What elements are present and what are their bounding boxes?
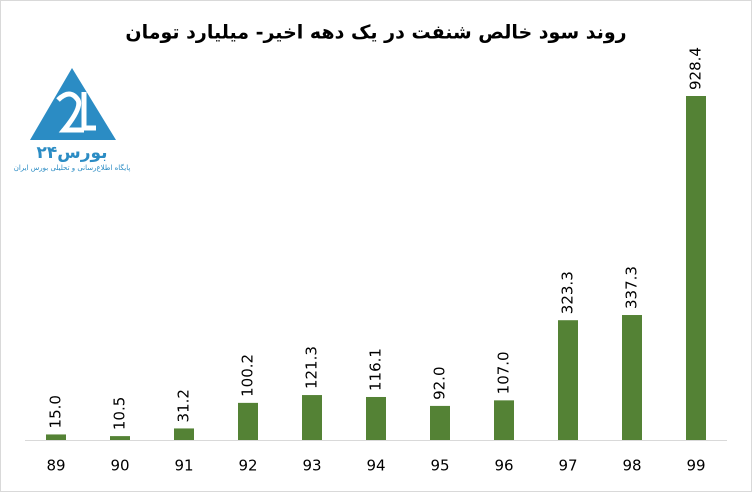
bar xyxy=(238,402,258,440)
logo-mark xyxy=(56,91,96,133)
x-tick-label: 91 xyxy=(174,457,193,475)
logo: بورس۲۴ پایگاه اطلاع‌رسانی و تحلیلی بورس … xyxy=(14,68,131,172)
logo-name: بورس۲۴ xyxy=(36,143,107,163)
chart-title: روند سود خالص شنفت در یک دهه اخیر- میلیا… xyxy=(125,22,626,44)
bar xyxy=(46,434,66,440)
x-tick-label: 94 xyxy=(366,457,385,475)
value-label: 92.0 xyxy=(431,367,449,400)
value-label: 100.2 xyxy=(239,354,257,397)
x-tick-label: 90 xyxy=(110,457,129,475)
logo-tagline: پایگاه اطلاع‌رسانی و تحلیلی بورس ایران xyxy=(14,163,131,172)
bar xyxy=(558,320,578,440)
x-tick-label: 93 xyxy=(302,457,321,475)
bar xyxy=(110,436,130,440)
x-tick-label: 96 xyxy=(494,457,513,475)
bar xyxy=(430,405,450,440)
x-tick-label: 89 xyxy=(46,457,65,475)
value-label: 121.3 xyxy=(303,346,321,389)
bar xyxy=(622,315,642,440)
value-label: 337.3 xyxy=(623,266,641,309)
bar xyxy=(302,395,322,440)
x-tick-label: 95 xyxy=(430,457,449,475)
bar xyxy=(174,428,194,440)
x-tick-label: 97 xyxy=(558,457,577,475)
value-label: 323.3 xyxy=(559,271,577,314)
value-label: 116.1 xyxy=(367,348,385,391)
x-tick-label: 99 xyxy=(686,457,705,475)
bar xyxy=(494,400,514,440)
value-label: 107.0 xyxy=(495,351,513,394)
bar xyxy=(686,96,706,440)
value-label: 928.4 xyxy=(687,47,705,90)
x-tick-label: 92 xyxy=(238,457,257,475)
value-label: 15.0 xyxy=(47,395,65,428)
logo-triangle xyxy=(30,68,116,140)
x-tick-label: 98 xyxy=(622,457,641,475)
bar xyxy=(366,396,386,440)
value-label: 10.5 xyxy=(111,397,129,430)
value-label: 31.2 xyxy=(175,389,193,422)
